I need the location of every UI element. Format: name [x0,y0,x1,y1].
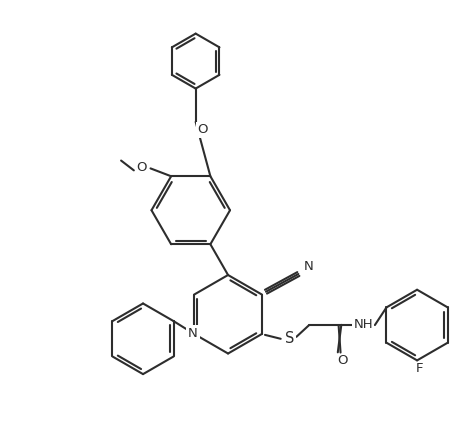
Text: F: F [415,362,423,375]
Text: O: O [337,354,348,367]
Text: N: N [188,327,198,340]
Text: N: N [303,260,313,273]
Text: S: S [285,331,294,346]
Text: O: O [197,123,208,136]
Text: N: N [188,327,198,340]
Text: O: O [136,161,147,174]
Text: NH: NH [353,318,373,330]
Text: O: O [197,123,208,136]
